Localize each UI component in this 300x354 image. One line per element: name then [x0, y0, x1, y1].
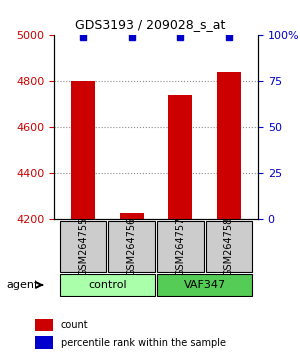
Text: VAF347: VAF347: [184, 280, 226, 290]
Text: GSM264755: GSM264755: [78, 216, 88, 276]
Bar: [120, 212, 144, 219]
FancyBboxPatch shape: [108, 221, 155, 272]
Text: percentile rank within the sample: percentile rank within the sample: [61, 338, 226, 348]
Text: control: control: [88, 280, 127, 290]
Text: GSM264758: GSM264758: [224, 216, 234, 276]
FancyBboxPatch shape: [60, 274, 155, 296]
FancyBboxPatch shape: [206, 221, 252, 272]
Text: agent: agent: [6, 280, 38, 290]
Bar: [217, 72, 241, 219]
Text: GDS3193 / 209028_s_at: GDS3193 / 209028_s_at: [75, 18, 225, 31]
Bar: [35, 319, 53, 331]
Bar: [35, 336, 53, 349]
Text: count: count: [61, 320, 88, 330]
Text: GSM264756: GSM264756: [127, 216, 137, 276]
Bar: [168, 95, 192, 219]
Text: GSM264757: GSM264757: [175, 216, 185, 276]
FancyBboxPatch shape: [157, 274, 252, 296]
Bar: [71, 81, 95, 219]
FancyBboxPatch shape: [60, 221, 106, 272]
FancyBboxPatch shape: [157, 221, 204, 272]
